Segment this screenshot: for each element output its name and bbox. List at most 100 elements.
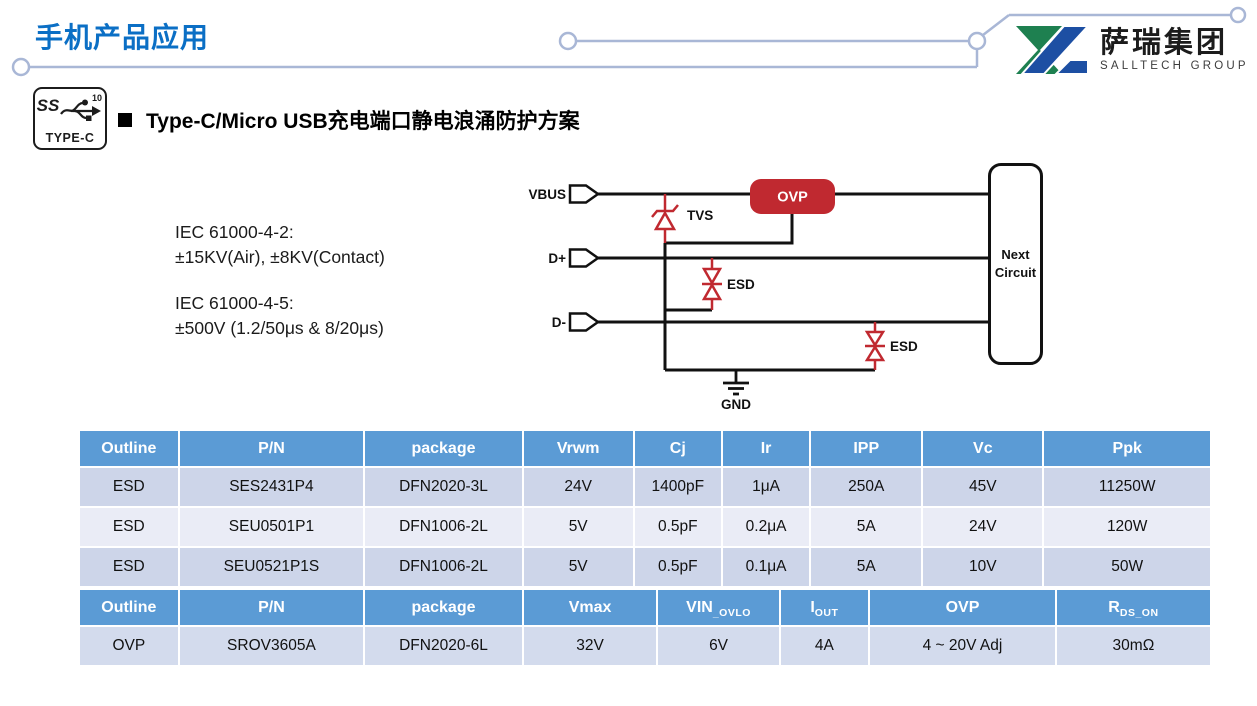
table-row: OVP SROV3605A DFN2020-6L 32V 6V 4A 4 ~ 20V Adj… bbox=[78, 625, 1213, 667]
table-cell: SES2431P4 bbox=[177, 466, 366, 508]
table-header-row: Outline P/N package Vmax VIN_OVLO IOUT OVP RDS_… bbox=[78, 588, 1213, 627]
dplus-label: D+ bbox=[548, 251, 566, 266]
protection-circuit-diagram: VBUS D+ D- TVS ESD ESD GND OVP bbox=[528, 179, 988, 412]
iec-spec-block: IEC 61000-4-2: ±15KV(Air), ±8KV(Contact)… bbox=[175, 220, 385, 341]
column-header: package bbox=[363, 588, 524, 627]
iec-standard-2: IEC 61000-4-5: bbox=[175, 293, 294, 313]
table-cell: 6V bbox=[656, 625, 781, 667]
next-circuit-line2: Circuit bbox=[994, 265, 1037, 280]
table-cell: 5V bbox=[521, 546, 635, 588]
column-header: Vmax bbox=[521, 588, 659, 627]
column-header: P/N bbox=[177, 429, 366, 468]
next-circuit-block: Next Circuit bbox=[988, 163, 1043, 365]
table-cell: 45V bbox=[921, 466, 1045, 508]
tvs-label: TVS bbox=[687, 208, 713, 223]
column-header: Ppk bbox=[1042, 429, 1212, 468]
vbus-connector bbox=[568, 184, 601, 204]
table-cell: SEU0521P1S bbox=[177, 546, 366, 588]
section-title-row: Type-C/Micro USB充电端口静电浪涌防护方案 bbox=[118, 105, 580, 135]
column-header: Ir bbox=[720, 429, 812, 468]
iec-standard-1-value: ±15KV(Air), ±8KV(Contact) bbox=[175, 247, 385, 267]
table-cell: DFN2020-6L bbox=[363, 625, 524, 667]
table-cell: DFN1006-2L bbox=[363, 506, 524, 548]
iec-standard-2-value: ±500V (1.2/50μs & 8/20μs) bbox=[175, 318, 384, 338]
table-cell: 4 ~ 20V Adj bbox=[868, 625, 1057, 667]
logo-text-en: SALLTECH GROUP bbox=[1100, 60, 1249, 73]
dplus-connector bbox=[568, 248, 601, 268]
company-logo: 萨瑞集团 SALLTECH GROUP bbox=[1014, 24, 1249, 76]
square-bullet-icon bbox=[118, 113, 132, 127]
iec-standard-1: IEC 61000-4-2: bbox=[175, 222, 294, 242]
type-c-label: TYPE-C bbox=[45, 131, 95, 145]
table-cell: 0.5pF bbox=[632, 546, 723, 588]
logo-text-cn: 萨瑞集团 bbox=[1100, 26, 1229, 59]
table-row: ESD SEU0521P1S DFN1006-2L 5V 0.5pF 0.1μA 5A 10V… bbox=[78, 546, 1212, 588]
column-header: Vrwm bbox=[521, 429, 635, 468]
table-cell: ESD bbox=[78, 546, 180, 588]
column-header: Outline bbox=[78, 429, 180, 468]
table-cell: 1400pF bbox=[632, 466, 723, 508]
esd1-label: ESD bbox=[727, 277, 755, 292]
decorative-trace-lines bbox=[11, 6, 1247, 77]
table-cell: 0.1μA bbox=[720, 546, 812, 588]
esd-diode-1-icon bbox=[701, 258, 723, 310]
esd2-label: ESD bbox=[890, 339, 918, 354]
vbus-label: VBUS bbox=[528, 187, 566, 202]
table-cell: 24V bbox=[921, 506, 1045, 548]
component-tables: Outline P/N package Vrwm Cj Ir IPP Vc Ppk ESD SES2… bbox=[78, 429, 1213, 667]
dminus-label: D- bbox=[552, 315, 566, 330]
table-cell: DFN2020-3L bbox=[363, 466, 524, 508]
table-cell: 1μA bbox=[720, 466, 812, 508]
table-header-row: Outline P/N package Vrwm Cj Ir IPP Vc Ppk bbox=[78, 429, 1212, 468]
page-title: 手机产品应用 bbox=[35, 22, 210, 53]
table-cell: ESD bbox=[78, 506, 180, 548]
table-cell: DFN1006-2L bbox=[363, 546, 524, 588]
table-row: ESD SES2431P4 DFN2020-3L 24V 1400pF 1μA 250A 45… bbox=[78, 466, 1212, 508]
usb-ss-label: SS bbox=[36, 96, 60, 115]
table-cell: SEU0501P1 bbox=[177, 506, 366, 548]
table-cell: 0.2μA bbox=[720, 506, 812, 548]
column-header: Outline bbox=[78, 588, 180, 627]
esd-diode-2-icon bbox=[864, 322, 886, 370]
logo-mark-icon bbox=[1016, 25, 1090, 75]
column-header: OVP bbox=[868, 588, 1057, 627]
section-title: Type-C/Micro USB充电端口静电浪涌防护方案 bbox=[146, 110, 580, 133]
table-cell: 30mΩ bbox=[1054, 625, 1213, 667]
table-row: ESD SEU0501P1 DFN1006-2L 5V 0.5pF 0.2μA 5A 24V 1… bbox=[78, 506, 1212, 548]
ground-symbol-icon bbox=[723, 370, 749, 396]
table-cell: 120W bbox=[1042, 506, 1212, 548]
tvs-diode-icon bbox=[651, 194, 679, 243]
column-header: IPP bbox=[809, 429, 924, 468]
dminus-connector bbox=[568, 312, 601, 332]
table-cell: SROV3605A bbox=[177, 625, 366, 667]
table-cell: 0.5pF bbox=[632, 506, 723, 548]
esd-parts-table: Outline P/N package Vrwm Cj Ir IPP Vc Ppk ESD SES2… bbox=[78, 429, 1212, 588]
table-cell: OVP bbox=[78, 625, 180, 667]
type-c-badge: SS 10 TYPE-C bbox=[33, 87, 107, 150]
table-cell: 250A bbox=[809, 466, 924, 508]
column-header: IOUT bbox=[778, 588, 871, 627]
column-header: Vc bbox=[921, 429, 1045, 468]
column-header: VIN_OVLO bbox=[656, 588, 781, 627]
table-cell: 10V bbox=[921, 546, 1045, 588]
table-cell: 4A bbox=[778, 625, 871, 667]
table-cell: 24V bbox=[521, 466, 635, 508]
column-header: package bbox=[363, 429, 524, 468]
table-cell: ESD bbox=[78, 466, 180, 508]
ovp-label: OVP bbox=[777, 190, 808, 206]
column-header: Cj bbox=[632, 429, 723, 468]
column-header: RDS_ON bbox=[1054, 588, 1213, 627]
ovp-block bbox=[750, 179, 835, 214]
ovp-parts-table: Outline P/N package Vmax VIN_OVLO IOUT OVP RDS_… bbox=[78, 588, 1213, 667]
column-header: P/N bbox=[177, 588, 366, 627]
table-cell: 50W bbox=[1042, 546, 1212, 588]
table-cell: 11250W bbox=[1042, 466, 1212, 508]
table-cell: 5A bbox=[809, 506, 924, 548]
usb-trident-icon: 10 bbox=[60, 93, 102, 121]
next-circuit-line1: Next bbox=[1001, 247, 1030, 263]
usb-10-label: 10 bbox=[92, 93, 102, 103]
gnd-label: GND bbox=[721, 397, 751, 412]
table-cell: 5V bbox=[521, 506, 635, 548]
table-cell: 5A bbox=[809, 546, 924, 588]
